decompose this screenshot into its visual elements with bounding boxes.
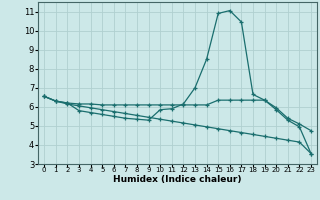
X-axis label: Humidex (Indice chaleur): Humidex (Indice chaleur) — [113, 175, 242, 184]
